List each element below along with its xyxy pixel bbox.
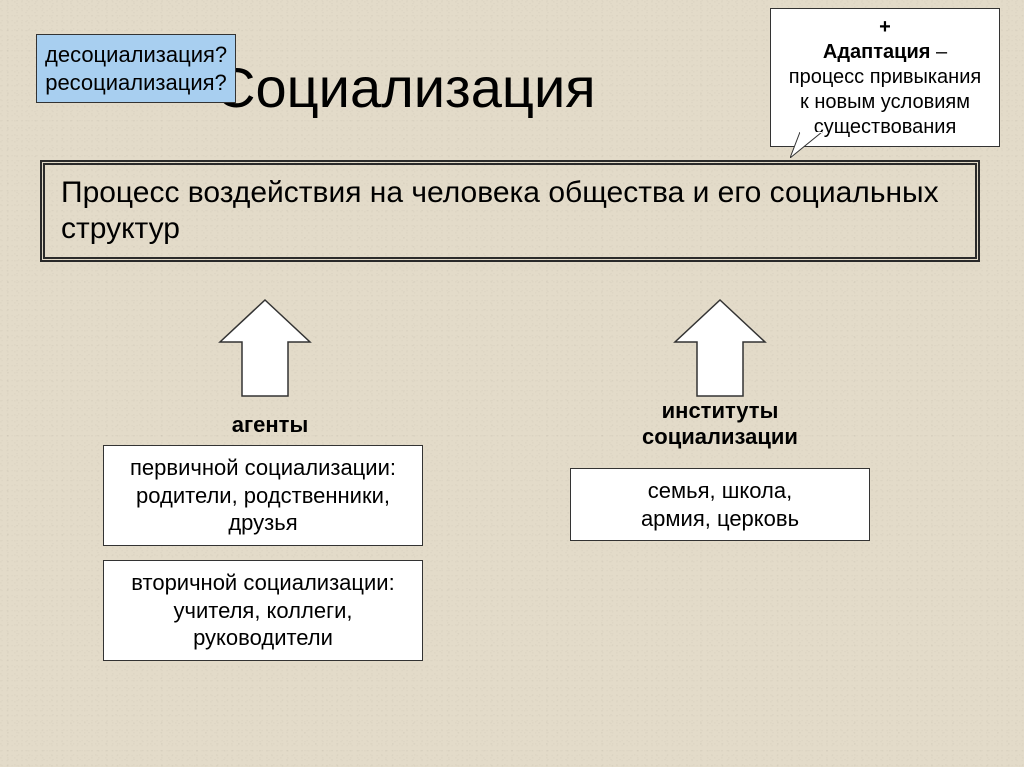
arrow-right-icon bbox=[665, 296, 775, 406]
adaptation-callout-tail bbox=[790, 132, 830, 158]
agents-primary-line1: первичной социализации: bbox=[118, 454, 408, 482]
adaptation-line3: процесс привыкания bbox=[781, 65, 989, 90]
adaptation-line4: к новым условиям bbox=[781, 90, 989, 115]
arrow-left-icon bbox=[210, 296, 320, 406]
adaptation-callout: + Адаптация – процесс привыкания к новым… bbox=[770, 8, 1000, 147]
desocialization-line2: ресоциализация? bbox=[45, 69, 227, 97]
agents-label: агенты bbox=[215, 412, 325, 438]
institutes-label-line2: социализации bbox=[625, 424, 815, 450]
agents-primary-box: первичной социализации: родители, родств… bbox=[103, 445, 423, 546]
agents-primary-line3: друзья bbox=[118, 509, 408, 537]
agents-primary-line2: родители, родственники, bbox=[118, 482, 408, 510]
institutes-box: семья, школа, армия, церковь bbox=[570, 468, 870, 541]
definition-box: Процесс воздействия на человека общества… bbox=[40, 160, 980, 262]
agents-secondary-line3: руководители bbox=[118, 624, 408, 652]
adaptation-bold: Адаптация bbox=[823, 41, 931, 63]
institutes-label: институты социализации bbox=[625, 398, 815, 450]
institutes-line1: семья, школа, bbox=[585, 477, 855, 505]
agents-secondary-box: вторичной социализации: учителя, коллеги… bbox=[103, 560, 423, 661]
adaptation-plus: + bbox=[781, 15, 989, 40]
agents-secondary-line1: вторичной социализации: bbox=[118, 569, 408, 597]
desocialization-box: десоциализация? ресоциализация? bbox=[36, 34, 236, 103]
slide-title: Социализация bbox=[215, 55, 596, 120]
adaptation-dash: – bbox=[930, 41, 947, 63]
desocialization-line1: десоциализация? bbox=[45, 41, 227, 69]
institutes-line2: армия, церковь bbox=[585, 505, 855, 533]
institutes-label-line1: институты bbox=[625, 398, 815, 424]
agents-secondary-line2: учителя, коллеги, bbox=[118, 597, 408, 625]
adaptation-line2: Адаптация – bbox=[781, 40, 989, 65]
